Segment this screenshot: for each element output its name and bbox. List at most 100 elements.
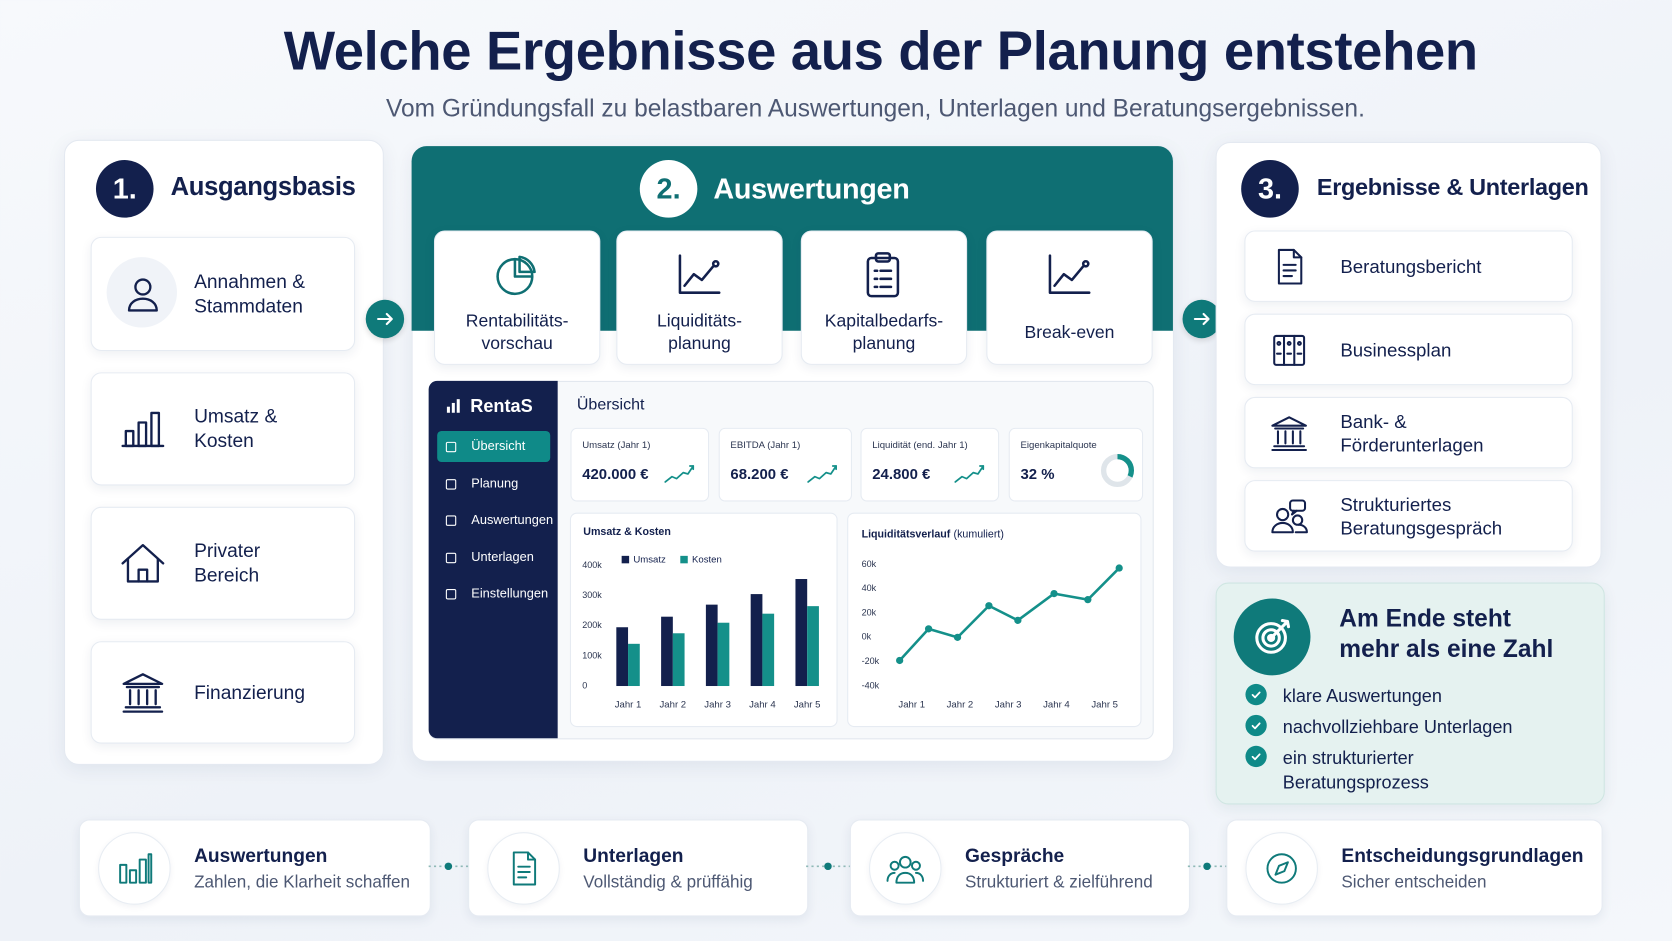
text-line: Liquiditäts- (656, 311, 743, 331)
footer-icon-bg (1245, 832, 1318, 905)
text-line: Privater (194, 539, 261, 562)
icon-part (664, 465, 695, 483)
icon (117, 268, 168, 319)
icon-part (1292, 248, 1303, 259)
kpi-label: Eigenkapitalquote (1020, 439, 1097, 451)
text-line: klare Auswertungen (1282, 686, 1442, 707)
kpi-card: EBITDA (Jahr 1) 68.200 € (718, 427, 852, 502)
icon-part (807, 465, 837, 483)
icon-part (954, 465, 985, 483)
icon (1267, 494, 1312, 539)
icon-part (446, 399, 460, 413)
icon-part (1273, 334, 1306, 366)
icon-part (445, 478, 457, 490)
icon-part (1294, 523, 1308, 534)
step-badge: 1. (95, 160, 154, 218)
icon (1260, 847, 1303, 890)
icon-part (121, 411, 165, 448)
text-line: Stammdaten (194, 294, 303, 317)
nav-item: Auswertungen (471, 512, 554, 528)
icon-part (1048, 254, 1091, 294)
connector-dot (824, 862, 832, 871)
footer-title: Entscheidungsgrundlagen (1341, 844, 1584, 867)
step-title: Auswertungen (713, 172, 910, 205)
kpi-value: 68.200 € (730, 465, 789, 483)
kpi-value: 32 % (1020, 465, 1055, 483)
result-label: Businessplan (1340, 315, 1451, 384)
kpi-card: Eigenkapitalquote 32 % (1008, 427, 1144, 502)
icon-part (527, 851, 537, 861)
icon-part (122, 685, 164, 713)
text-line: Förderunterlagen (1340, 433, 1484, 456)
text-line: nachvollziehbare Unterlagen (1282, 716, 1513, 738)
icon (802, 457, 843, 489)
icon-part (377, 312, 393, 326)
icon-part (895, 871, 916, 884)
footer-card: Gespräche Strukturiert & zielführend (849, 819, 1190, 917)
icon-part (886, 871, 896, 882)
conclusion-title: Am Ende steht mehr als eine Zahl (1339, 603, 1553, 665)
analysis-card: Rentabilitäts-vorschau (433, 230, 601, 365)
icon-part (134, 277, 152, 296)
text-line: Finanzierung (194, 681, 306, 703)
analysis-label: Kapitalbedarfs-planung (802, 306, 966, 359)
icon (1187, 304, 1217, 334)
icon-part (711, 259, 720, 268)
icon-part (512, 851, 537, 886)
icon-part (807, 465, 837, 483)
icon (659, 457, 700, 489)
icon (1267, 328, 1312, 373)
result-card: Bank- & Förderunterlagen (1244, 396, 1573, 469)
icon-part (1251, 691, 1261, 699)
icon-part (954, 465, 985, 483)
nav-item: Übersicht (471, 438, 526, 454)
conclusion-icon (1233, 598, 1311, 676)
icon-part (664, 465, 695, 483)
result-card: Beratungsbericht (1244, 230, 1573, 302)
icon-part (456, 399, 460, 413)
icon-part (1269, 620, 1290, 640)
icon-part (831, 465, 837, 471)
title: Welche Ergebnisse aus der Planung entste… (283, 20, 1478, 82)
icon-part (1276, 430, 1302, 445)
icon-part (1267, 633, 1276, 643)
step-title: Ausgangsbasis (170, 172, 356, 202)
footer-title: Auswertungen (194, 844, 328, 867)
flow-arrow (365, 299, 405, 339)
icon-part (1282, 263, 1297, 278)
icon (444, 550, 459, 565)
icon-part (1193, 312, 1210, 326)
icon-part (1273, 334, 1306, 366)
icon-part (1255, 622, 1287, 654)
text-line: Bereich (194, 564, 260, 586)
icon (444, 476, 459, 491)
icon-part (445, 552, 457, 563)
footer-text: Zahlen, die Klarheit schaffen (194, 873, 410, 892)
footer-card: Entscheidungsgrundlagen Sicher entscheide… (1226, 819, 1603, 917)
icon (117, 667, 168, 718)
icon-part (1289, 499, 1307, 512)
kpi-label: Umsatz (Jahr 1) (582, 439, 651, 451)
icon-part (137, 421, 148, 448)
analysis-card: Break-even (986, 230, 1153, 365)
text-line: Am Ende steht (1339, 603, 1511, 632)
icon (488, 246, 543, 301)
text-line: mehr als eine Zahl (1339, 634, 1554, 663)
conclusion-bullet: ein strukturierter Beratungsprozess (1283, 746, 1429, 795)
step-title: Ergebnisse & Unterlagen (1316, 173, 1589, 201)
icon (1248, 686, 1265, 703)
icon-part (678, 254, 721, 294)
result-label: Bank- & Förderunterlagen (1340, 398, 1483, 467)
icon-part (496, 255, 536, 296)
icon-part (451, 402, 455, 413)
icon-part (147, 853, 153, 884)
text-line: Strukturiertes (1340, 493, 1452, 515)
icon-part (1048, 254, 1091, 294)
result-label: Beratungsbericht (1340, 232, 1481, 301)
icon-part (1277, 248, 1303, 285)
icon-part (517, 865, 531, 879)
icon-part (1081, 259, 1090, 268)
icon-part (1271, 521, 1294, 534)
icon-part (910, 860, 921, 871)
